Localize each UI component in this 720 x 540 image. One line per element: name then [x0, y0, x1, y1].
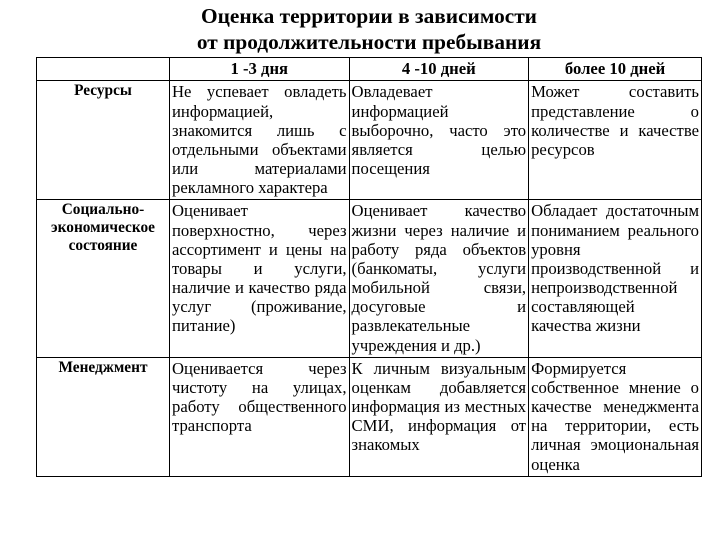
table-row: Ресурсы Не успевает овладеть информацией… [37, 81, 702, 200]
assessment-table: 1 -3 дня 4 -10 дней более 10 дней Ресурс… [36, 57, 702, 477]
col-header-4-10-days: 4 -10 дней [349, 58, 529, 81]
row-header-socioeconomic: Социально-экономическое состояние [37, 200, 170, 357]
col-header-over-10-days: более 10 дней [529, 58, 702, 81]
row-header-resources: Ресурсы [37, 81, 170, 200]
cell-resources-4-10: Овладевает информацией выборочно, часто … [349, 81, 529, 200]
table-row: Социально-экономическое состояние Оценив… [37, 200, 702, 357]
page-title: Оценка территории в зависимости от продо… [36, 4, 702, 55]
page: Оценка территории в зависимости от продо… [0, 0, 720, 540]
cell-resources-10plus: Может составить представление о количест… [529, 81, 702, 200]
cell-management-10plus: Формируется собственное мнение о качеств… [529, 357, 702, 476]
cell-management-1-3: Оценивается через чистоту на улицах, раб… [170, 357, 350, 476]
row-header-management: Менеджмент [37, 357, 170, 476]
col-header-blank [37, 58, 170, 81]
title-line-1: Оценка территории в зависимости [201, 4, 537, 28]
table-row: Менеджмент Оценивается через чистоту на … [37, 357, 702, 476]
cell-socioeconomic-10plus: Обладает достаточным пониманием реальног… [529, 200, 702, 357]
cell-socioeconomic-1-3: Оценивает поверхностно, через ассортимен… [170, 200, 350, 357]
cell-resources-1-3: Не успевает овладеть информацией, знаком… [170, 81, 350, 200]
title-line-2: от продолжительности пребывания [197, 30, 541, 54]
cell-socioeconomic-4-10: Оценивает качество жизни через наличие и… [349, 200, 529, 357]
table-header-row: 1 -3 дня 4 -10 дней более 10 дней [37, 58, 702, 81]
col-header-1-3-days: 1 -3 дня [170, 58, 350, 81]
cell-management-4-10: К личным визуальным оценкам добавляется … [349, 357, 529, 476]
